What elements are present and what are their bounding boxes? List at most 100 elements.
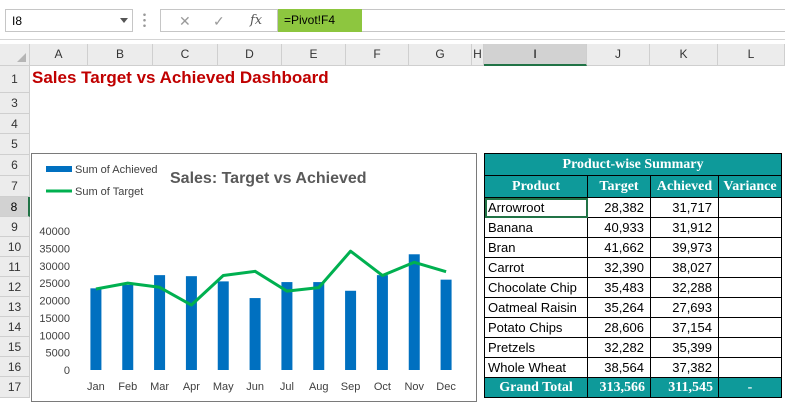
product-cell[interactable]: Chocolate Chip	[484, 277, 588, 298]
x-tick-label: Mar	[150, 381, 169, 393]
target-cell[interactable]: 32,282	[587, 337, 651, 358]
bar-oct	[376, 275, 388, 370]
y-tick-label: 40000	[39, 226, 70, 238]
product-cell[interactable]: Potato Chips	[484, 317, 588, 338]
row-header-15[interactable]: 15	[0, 337, 30, 357]
grand-total-target[interactable]: 313,566	[587, 377, 651, 398]
row-header-17[interactable]: 17	[0, 377, 30, 398]
product-cell[interactable]: Banana	[484, 217, 588, 238]
pivot-header-achieved: Achieved	[650, 175, 719, 198]
variance-cell[interactable]	[718, 277, 782, 298]
bar-aug	[313, 282, 325, 370]
row-header-16[interactable]: 16	[0, 357, 30, 377]
variance-cell[interactable]	[718, 337, 782, 358]
product-cell[interactable]: Whole Wheat	[484, 357, 588, 378]
chart-svg: Sales: Target vs Achieved Sum of Achieved…	[39, 164, 456, 393]
target-cell[interactable]: 35,264	[587, 297, 651, 318]
x-tick-label: May	[213, 381, 234, 393]
variance-cell[interactable]	[718, 197, 782, 218]
row-header-5[interactable]: 5	[0, 134, 30, 155]
select-all-button[interactable]	[0, 44, 30, 66]
column-header-j[interactable]: J	[587, 44, 650, 66]
row-header-13[interactable]: 13	[0, 297, 30, 317]
row-header-8[interactable]: 8	[0, 197, 30, 217]
achieved-cell[interactable]: 31,717	[650, 197, 719, 218]
variance-cell[interactable]	[718, 217, 782, 238]
name-box[interactable]: I8	[5, 9, 133, 32]
pivot-header-variance: Variance	[718, 175, 782, 198]
column-header-c[interactable]: C	[153, 44, 218, 66]
target-cell[interactable]: 32,390	[587, 257, 651, 278]
target-cell[interactable]: 41,662	[587, 237, 651, 258]
column-header-g[interactable]: G	[409, 44, 472, 66]
achieved-cell[interactable]: 39,973	[650, 237, 719, 258]
cancel-icon[interactable]: ✕	[179, 13, 191, 29]
achieved-cell[interactable]: 31,912	[650, 217, 719, 238]
target-cell[interactable]: 28,382	[587, 197, 651, 218]
row-header-10[interactable]: 10	[0, 237, 30, 257]
y-tick-label: 15000	[39, 313, 70, 325]
variance-cell[interactable]	[718, 237, 782, 258]
row-header-12[interactable]: 12	[0, 277, 30, 297]
bar-may	[217, 281, 229, 370]
achieved-cell[interactable]: 35,399	[650, 337, 719, 358]
enter-icon[interactable]: ✓	[213, 13, 225, 29]
y-tick-label: 5000	[46, 348, 70, 360]
formula-input[interactable]: ✕ ✓ fx =Pivot!F4	[160, 9, 785, 32]
bar-jun	[249, 298, 261, 370]
row-header-6[interactable]: 6	[0, 155, 30, 176]
column-header-h[interactable]: H	[472, 44, 484, 66]
achieved-cell[interactable]: 32,288	[650, 277, 719, 298]
product-cell[interactable]: Carrot	[484, 257, 588, 278]
x-tick-label: Apr	[183, 381, 200, 393]
target-cell[interactable]: 38,564	[587, 357, 651, 378]
row-header-7[interactable]: 7	[0, 176, 30, 197]
target-cell[interactable]: 28,606	[587, 317, 651, 338]
drag-handle-icon[interactable]	[143, 12, 146, 29]
column-header-i[interactable]: I	[484, 44, 587, 66]
row-header-3[interactable]: 3	[0, 93, 30, 114]
target-cell[interactable]: 35,483	[587, 277, 651, 298]
fx-icon[interactable]: fx	[250, 13, 263, 28]
chevron-down-icon[interactable]	[120, 18, 128, 23]
column-header-k[interactable]: K	[650, 44, 718, 66]
column-header-l[interactable]: L	[718, 44, 785, 66]
variance-cell[interactable]	[718, 357, 782, 378]
row-header-9[interactable]: 9	[0, 217, 30, 237]
sales-chart[interactable]: Sales: Target vs Achieved Sum of Achieved…	[31, 153, 477, 402]
bar-feb	[122, 284, 134, 370]
achieved-cell[interactable]: 27,693	[650, 297, 719, 318]
formula-bar: I8 ✕ ✓ fx =Pivot!F4	[0, 0, 785, 40]
row-header-11[interactable]: 11	[0, 257, 30, 277]
bar-mar	[154, 275, 166, 370]
variance-cell[interactable]	[718, 297, 782, 318]
bar-apr	[185, 276, 197, 370]
x-tick-label: Dec	[436, 381, 456, 393]
x-tick-label: Aug	[309, 381, 329, 393]
grand-total-label[interactable]: Grand Total	[484, 377, 588, 398]
row-header-1[interactable]: 1	[0, 66, 30, 93]
page-title: Sales Target vs Achieved Dashboard	[32, 68, 329, 87]
y-tick-label: 10000	[39, 330, 70, 342]
product-cell[interactable]: Oatmeal Raisin	[484, 297, 588, 318]
grand-total-variance[interactable]: -	[718, 377, 782, 398]
active-cell[interactable]: Arrowroot	[484, 197, 588, 218]
grand-total-achieved[interactable]: 311,545	[650, 377, 719, 398]
column-header-a[interactable]: A	[30, 44, 88, 66]
product-cell[interactable]: Pretzels	[484, 337, 588, 358]
achieved-cell[interactable]: 37,382	[650, 357, 719, 378]
chart-title: Sales: Target vs Achieved	[170, 170, 367, 187]
achieved-cell[interactable]: 37,154	[650, 317, 719, 338]
formula-text[interactable]: =Pivot!F4	[278, 9, 362, 32]
variance-cell[interactable]	[718, 317, 782, 338]
column-header-b[interactable]: B	[88, 44, 153, 66]
variance-cell[interactable]	[718, 257, 782, 278]
target-cell[interactable]: 40,933	[587, 217, 651, 238]
column-header-e[interactable]: E	[282, 44, 346, 66]
row-header-4[interactable]: 4	[0, 114, 30, 134]
column-header-f[interactable]: F	[346, 44, 409, 66]
row-header-14[interactable]: 14	[0, 317, 30, 337]
column-header-d[interactable]: D	[218, 44, 282, 66]
product-cell[interactable]: Bran	[484, 237, 588, 258]
achieved-cell[interactable]: 38,027	[650, 257, 719, 278]
